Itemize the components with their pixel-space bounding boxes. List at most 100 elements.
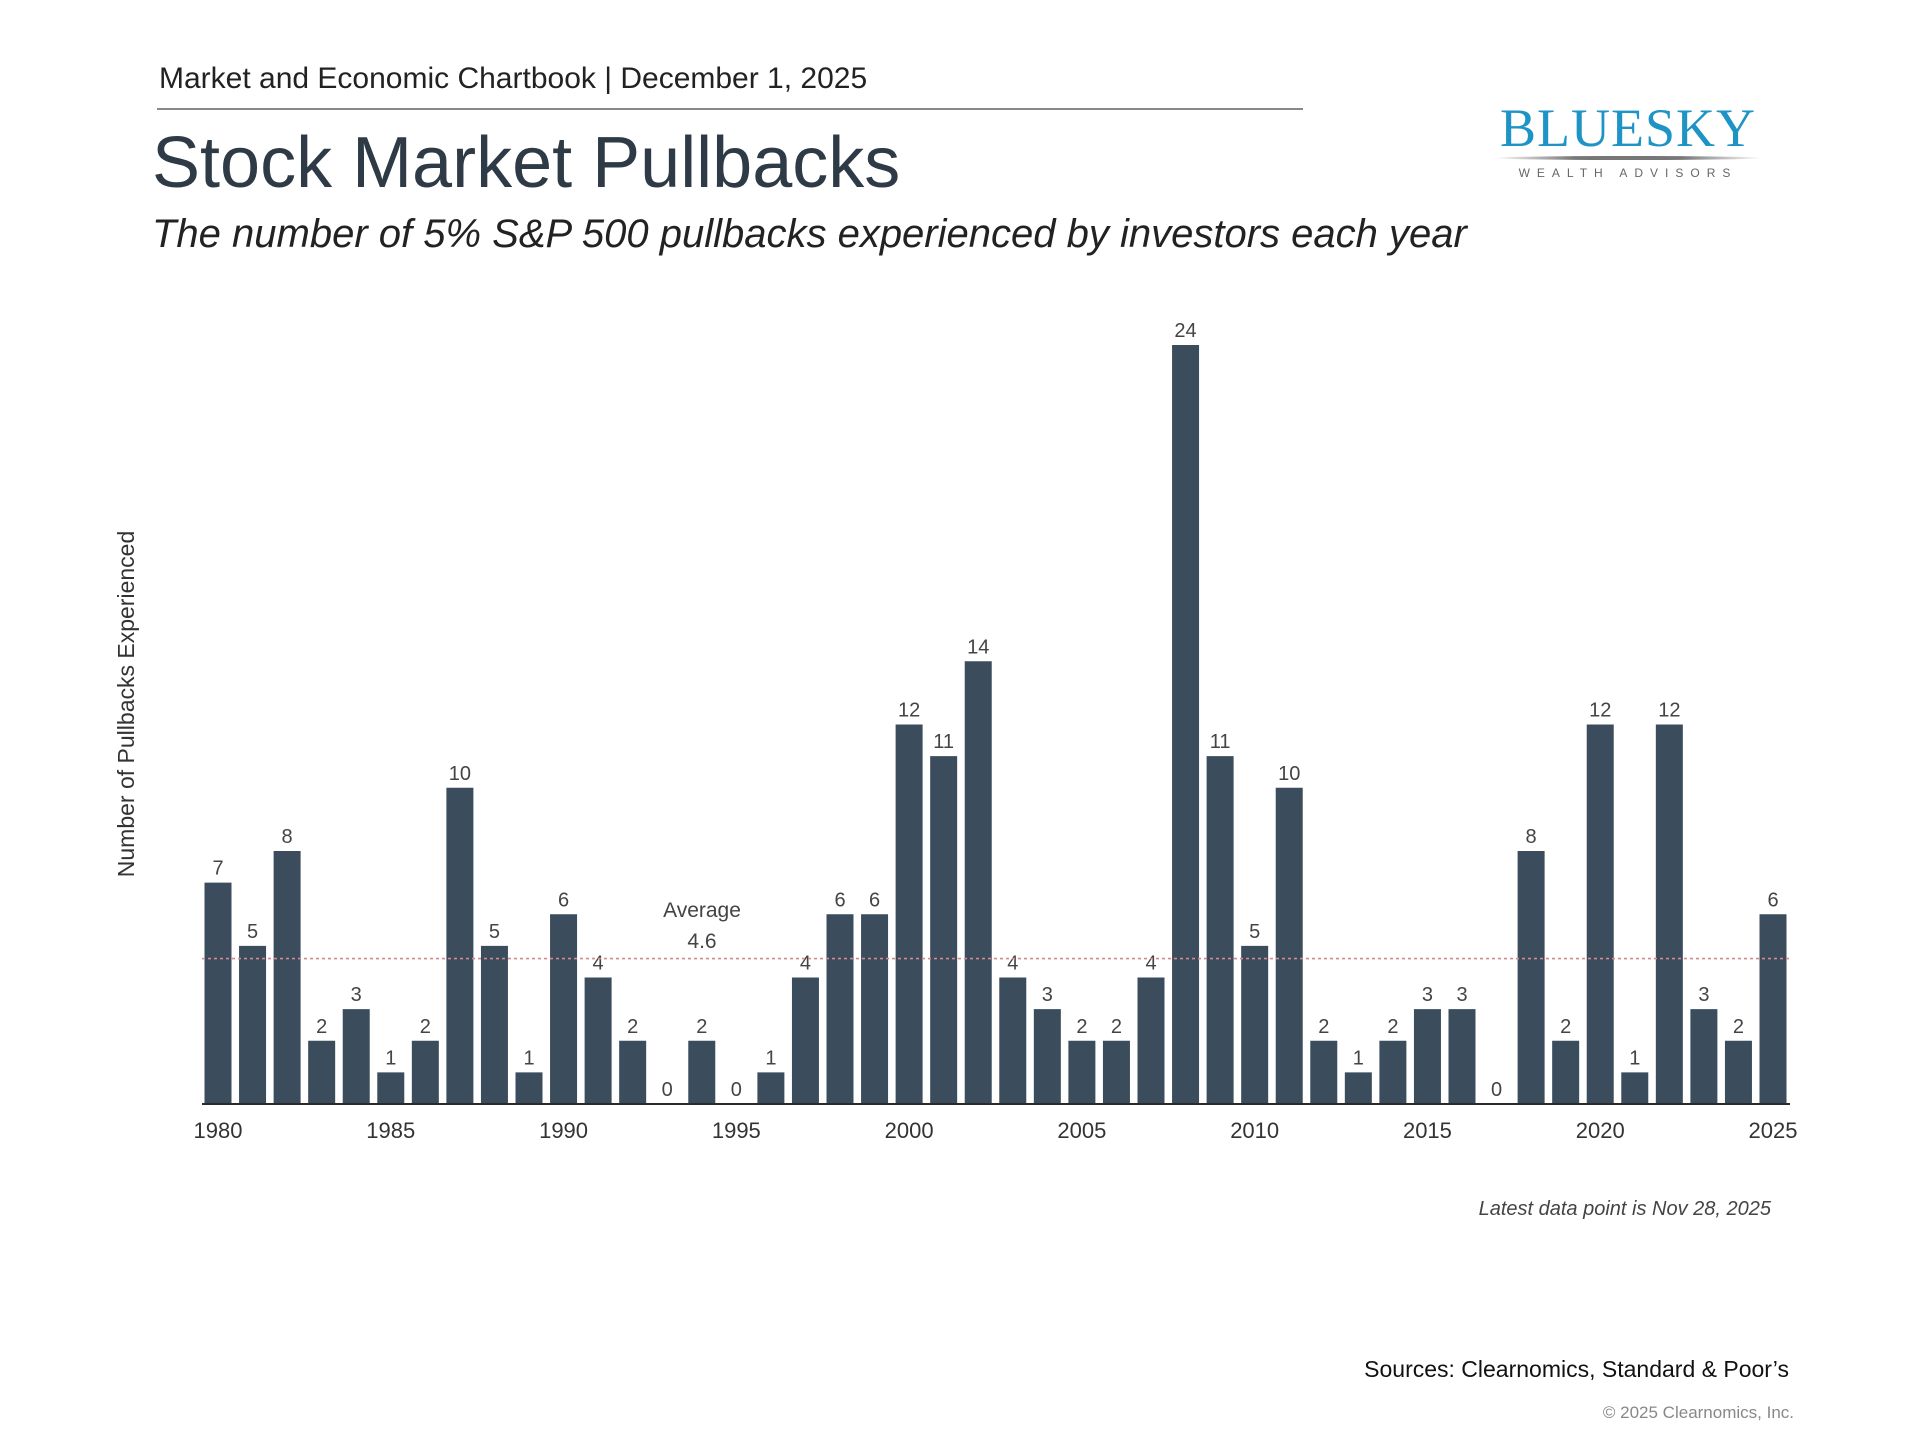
data-label-2008: 24 xyxy=(1174,320,1196,342)
bar-2010 xyxy=(1241,945,1269,1104)
header-divider xyxy=(157,108,1303,110)
bar-1988 xyxy=(480,945,508,1104)
data-label-2009: 11 xyxy=(1210,731,1231,753)
bar-2018 xyxy=(1517,851,1545,1104)
data-label-2001: 11 xyxy=(933,731,954,753)
bar-1982 xyxy=(273,851,301,1104)
data-label-1990: 6 xyxy=(558,889,569,911)
bar-2007 xyxy=(1137,977,1165,1104)
data-label-1995: 0 xyxy=(731,1079,742,1101)
data-label-2004: 3 xyxy=(1042,984,1053,1006)
data-label-1991: 4 xyxy=(593,953,604,975)
bar-2008 xyxy=(1172,345,1200,1104)
x-tick-2015: 2015 xyxy=(1403,1118,1452,1143)
data-label-1987: 10 xyxy=(449,763,471,785)
x-tick-1995: 1995 xyxy=(712,1118,761,1143)
data-label-2016: 3 xyxy=(1456,984,1467,1006)
bar-1991 xyxy=(584,977,612,1104)
data-label-1986: 2 xyxy=(420,1016,431,1038)
bar-1984 xyxy=(342,1009,370,1104)
copyright: © 2025 Clearnomics, Inc. xyxy=(1602,1403,1794,1422)
x-tick-2010: 2010 xyxy=(1230,1118,1279,1143)
chartbook-header: Market and Economic Chartbook | December… xyxy=(159,62,868,95)
data-label-1984: 3 xyxy=(351,984,362,1006)
bar-1980 xyxy=(204,882,232,1104)
data-label-2012: 2 xyxy=(1318,1016,1329,1038)
bar-2012 xyxy=(1310,1040,1338,1104)
data-label-1981: 5 xyxy=(247,921,258,943)
x-tick-2000: 2000 xyxy=(885,1118,934,1143)
data-label-1980: 7 xyxy=(212,858,223,880)
x-tick-2025: 2025 xyxy=(1749,1118,1798,1143)
bar-2004 xyxy=(1033,1009,1061,1104)
bar-2015 xyxy=(1413,1009,1441,1104)
bar-1996 xyxy=(757,1072,785,1104)
bar-2021 xyxy=(1621,1072,1649,1104)
bar-2014 xyxy=(1379,1040,1407,1104)
bar-2016 xyxy=(1448,1009,1476,1104)
bluesky-logo: BLUESKY WEALTH ADVISORS xyxy=(1488,100,1768,180)
data-label-2010: 5 xyxy=(1249,921,1260,943)
data-label-2017: 0 xyxy=(1491,1079,1502,1101)
bar-2005 xyxy=(1068,1040,1096,1104)
data-label-1992: 2 xyxy=(627,1016,638,1038)
bar-1986 xyxy=(411,1040,439,1104)
data-label-2020: 12 xyxy=(1589,700,1611,722)
data-label-2025: 6 xyxy=(1767,889,1778,911)
data-label-1983: 2 xyxy=(316,1016,327,1038)
bar-2000 xyxy=(895,724,923,1104)
sources-note: Sources: Clearnomics, Standard & Poor’s xyxy=(1364,1356,1789,1382)
page-subtitle: The number of 5% S&P 500 pullbacks exper… xyxy=(152,212,1467,256)
x-tick-2005: 2005 xyxy=(1057,1118,1106,1143)
data-label-2018: 8 xyxy=(1526,826,1537,848)
bar-1999 xyxy=(861,914,889,1104)
data-label-2014: 2 xyxy=(1387,1016,1398,1038)
bar-2023 xyxy=(1690,1009,1718,1104)
x-tick-1990: 1990 xyxy=(539,1118,588,1143)
bar-2006 xyxy=(1102,1040,1130,1104)
data-label-2013: 1 xyxy=(1353,1047,1364,1069)
data-label-1985: 1 xyxy=(385,1047,396,1069)
x-tick-1980: 1980 xyxy=(194,1118,243,1143)
average-value: 4.6 xyxy=(687,930,716,953)
logo-brand: BLUESKY xyxy=(1499,98,1756,158)
logo-swoosh xyxy=(1494,156,1762,160)
data-label-2021: 1 xyxy=(1629,1047,1640,1069)
data-label-1989: 1 xyxy=(523,1047,534,1069)
data-label-1999: 6 xyxy=(869,889,880,911)
data-label-2024: 2 xyxy=(1733,1016,1744,1038)
data-label-1994: 2 xyxy=(696,1016,707,1038)
page-title: Stock Market Pullbacks xyxy=(152,123,901,203)
data-label-1988: 5 xyxy=(489,921,500,943)
bar-2001 xyxy=(930,756,958,1104)
data-label-2019: 2 xyxy=(1560,1016,1571,1038)
data-label-2002: 14 xyxy=(967,636,989,658)
data-label-1993: 0 xyxy=(662,1079,673,1101)
bar-2022 xyxy=(1655,724,1683,1104)
bar-1997 xyxy=(791,977,819,1104)
bar-2024 xyxy=(1724,1040,1752,1104)
x-tick-1985: 1985 xyxy=(366,1118,415,1143)
bar-2003 xyxy=(999,977,1027,1104)
data-label-2000: 12 xyxy=(898,700,920,722)
data-label-1997: 4 xyxy=(800,953,811,975)
bar-2011 xyxy=(1275,787,1303,1104)
data-label-1982: 8 xyxy=(282,826,293,848)
bar-1994 xyxy=(688,1040,716,1104)
data-label-2011: 10 xyxy=(1278,763,1300,785)
latest-data-note: Latest data point is Nov 28, 2025 xyxy=(1478,1198,1771,1220)
bar-1981 xyxy=(239,945,267,1104)
bar-1998 xyxy=(826,914,854,1104)
data-label-2006: 2 xyxy=(1111,1016,1122,1038)
data-label-2015: 3 xyxy=(1422,984,1433,1006)
bar-2019 xyxy=(1552,1040,1580,1104)
bar-2025 xyxy=(1759,914,1787,1104)
bar-2013 xyxy=(1344,1072,1372,1104)
bar-1985 xyxy=(377,1072,405,1104)
bar-1992 xyxy=(619,1040,647,1104)
data-label-2023: 3 xyxy=(1698,984,1709,1006)
bar-1987 xyxy=(446,787,474,1104)
bar-2002 xyxy=(964,661,992,1104)
data-label-2022: 12 xyxy=(1658,700,1680,722)
